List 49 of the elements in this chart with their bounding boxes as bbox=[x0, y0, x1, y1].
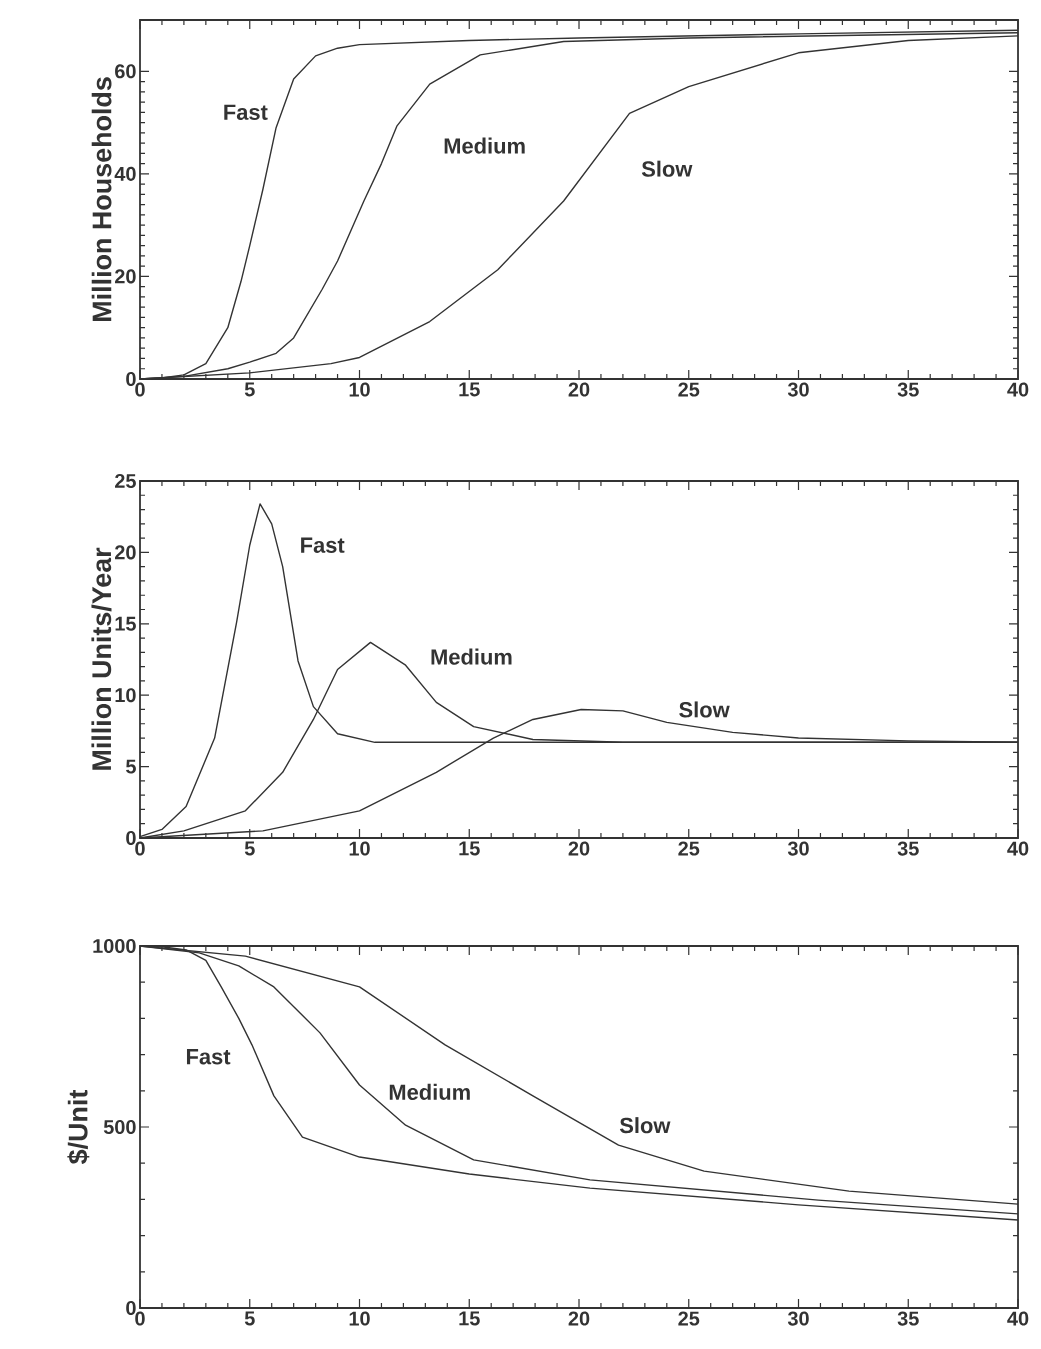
text: Medium bbox=[444, 137, 525, 154]
y-tick-label: 20 bbox=[115, 545, 136, 560]
x-tick-label: 25 bbox=[678, 382, 700, 397]
y-tick-label: 0 bbox=[126, 1300, 136, 1316]
x-tick-label: 25 bbox=[678, 1311, 700, 1326]
x-tick-label: 10 bbox=[349, 841, 370, 856]
x-tick-label: 5 bbox=[244, 841, 255, 856]
series-label: Slow bbox=[679, 701, 730, 718]
x-tick-label: 30 bbox=[787, 841, 809, 856]
x-tick-label: 10 bbox=[349, 1311, 370, 1326]
series-label: Fast bbox=[301, 537, 345, 553]
x-tick-label: 5 bbox=[244, 382, 255, 397]
y-tick-label: 10 bbox=[115, 688, 136, 703]
x-tick-label: 15 bbox=[459, 841, 480, 856]
y-tick-label: 1000 bbox=[93, 938, 136, 954]
x-tick-label: 20 bbox=[568, 382, 590, 397]
y-tick-label: 25 bbox=[115, 473, 136, 489]
series-label: Slow bbox=[619, 1117, 671, 1134]
series-label: Medium bbox=[431, 648, 512, 665]
x-tick-label: 30 bbox=[787, 1311, 809, 1326]
x-tick-label: 5 bbox=[244, 1311, 255, 1326]
y-tick-label: 0 bbox=[126, 371, 136, 387]
y-tick-label: 20 bbox=[115, 269, 136, 284]
x-tick-label: 25 bbox=[678, 841, 700, 856]
x-tick-label: 40 bbox=[1007, 1311, 1029, 1326]
x-tick-label: 35 bbox=[897, 382, 919, 397]
x-tick-label: 15 bbox=[459, 382, 480, 397]
y-tick-label: 40 bbox=[114, 166, 136, 181]
x-tick-label: 10 bbox=[349, 382, 370, 397]
x-tick-label: 20 bbox=[568, 1311, 590, 1326]
y-tick-label: 0 bbox=[126, 830, 136, 846]
y-tick-label: 60 bbox=[115, 64, 136, 79]
y-axis-title: Million Households bbox=[91, 77, 112, 321]
x-tick-label: 15 bbox=[459, 1311, 480, 1326]
series-label: Slow bbox=[641, 160, 693, 177]
y-tick-label: 15 bbox=[115, 616, 136, 631]
y-axis-title: Million Units/Year bbox=[91, 547, 112, 770]
x-tick-label: 20 bbox=[568, 841, 590, 856]
y-tick-label: 500 bbox=[103, 1119, 136, 1135]
x-tick-label: 40 bbox=[1007, 841, 1029, 856]
y-axis-title: $/Unit bbox=[67, 1089, 90, 1164]
series-label: Fast bbox=[224, 104, 268, 120]
legend-label: Fast bbox=[186, 1049, 231, 1065]
x-tick-label: 40 bbox=[1007, 382, 1029, 397]
x-tick-label: 35 bbox=[897, 841, 919, 856]
series-label: Medium bbox=[389, 1083, 470, 1100]
y-tick-label: 5 bbox=[126, 759, 136, 774]
x-tick-label: 35 bbox=[897, 1311, 919, 1326]
x-tick-label: 30 bbox=[787, 382, 809, 397]
